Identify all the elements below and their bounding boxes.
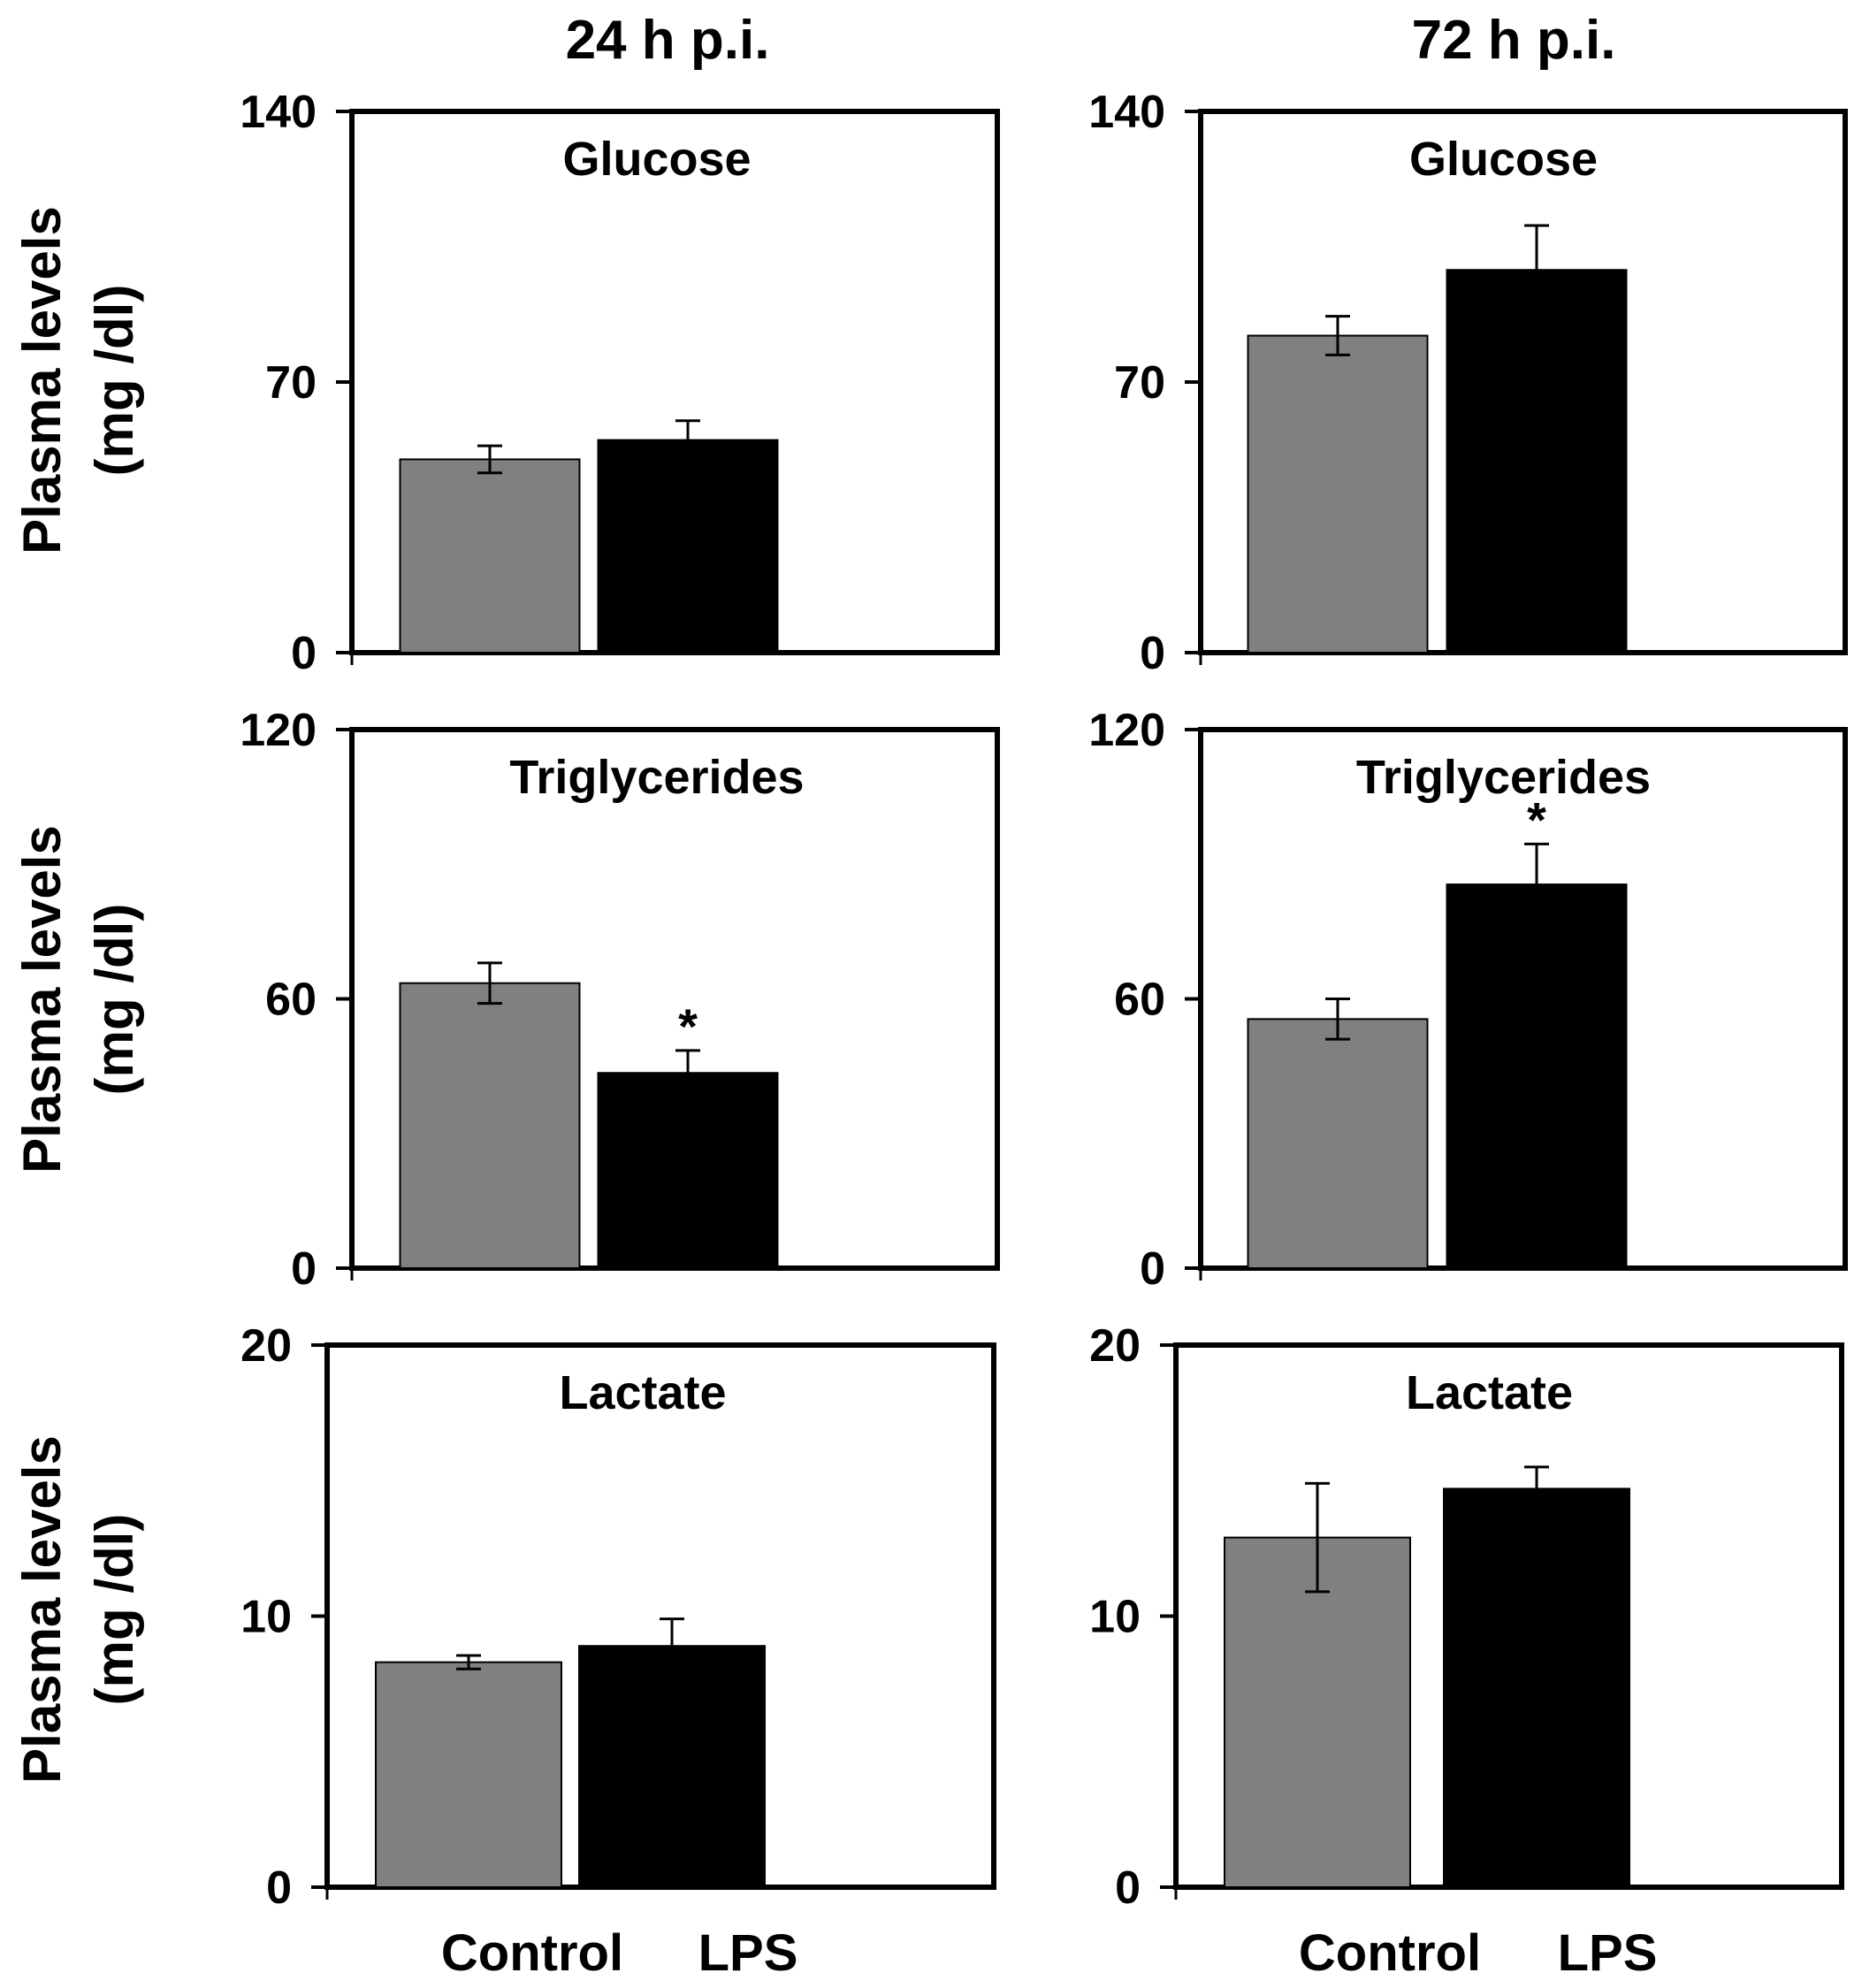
y-axis-title-line2: (mg /dl): [85, 904, 144, 1096]
chart-triglycerides-24h: 0 60 120 * Triglycerides: [240, 705, 1000, 1295]
y-axis-title-line2: (mg /dl): [85, 285, 144, 477]
chart-lactate-24h: 0 10 20 Lactate: [240, 1320, 996, 1914]
category-label-control-24h: Control: [441, 1924, 623, 1982]
bar-lps: [597, 1072, 779, 1270]
error-bar-lps: [675, 419, 700, 440]
y-tick-label: 140: [240, 87, 317, 138]
y-tick-label: 140: [1088, 87, 1165, 138]
y-tick-label: 0: [291, 1243, 317, 1295]
y-tick-label: 120: [1088, 705, 1165, 756]
panel-title: Lactate: [1406, 1366, 1573, 1419]
panel-title: Lactate: [559, 1366, 726, 1419]
y-axis-title-row-3: Plasma levels (mg /dl): [12, 1435, 144, 1784]
panel-title: Triglycerides: [1356, 751, 1651, 804]
error-bar-control: [1305, 1481, 1330, 1594]
error-bar-control: [1325, 998, 1350, 1041]
y-tick-label: 70: [1114, 357, 1165, 409]
significance-marker: *: [678, 998, 698, 1054]
chart-glucose-24h: 0 70 140 Glucose: [240, 87, 1000, 679]
panel-title: Glucose: [562, 133, 751, 186]
error-bar-lps: [1524, 1465, 1549, 1489]
column-title-72h: 72 h p.i.: [1412, 10, 1616, 71]
y-tick-label: 60: [1114, 975, 1165, 1026]
bar-control: [1247, 334, 1429, 654]
chart-glucose-72h: 0 70 140 Glucose: [1088, 87, 1848, 679]
y-tick-label: 10: [240, 1592, 292, 1643]
y-tick-label: 10: [1089, 1592, 1141, 1643]
y-axis-title-line1: Plasma levels: [12, 825, 72, 1174]
y-axis-title-row-2: Plasma levels (mg /dl): [12, 825, 144, 1174]
bar-control: [1224, 1536, 1411, 1888]
bar-lps: [578, 1645, 766, 1888]
y-tick-label: 0: [1140, 1243, 1165, 1295]
chart-lactate-72h: 0 10 20 Lactate: [1089, 1320, 1844, 1914]
y-axis-title-row-1: Plasma levels (mg /dl): [12, 206, 144, 554]
error-bar-lps: [1524, 224, 1549, 271]
y-tick-label: 0: [291, 628, 317, 679]
panel-title: Glucose: [1409, 133, 1598, 186]
bar-control: [399, 982, 581, 1270]
y-axis-title-line1: Plasma levels: [12, 206, 72, 554]
category-label-control-72h: Control: [1299, 1924, 1481, 1982]
bar-lps: [1446, 269, 1628, 654]
y-tick-label: 70: [265, 357, 317, 409]
bar-lps: [1446, 883, 1628, 1270]
y-tick-label: 0: [266, 1862, 292, 1914]
panel-title: Triglycerides: [509, 751, 804, 804]
bar-control: [399, 458, 581, 654]
y-tick-label: 20: [240, 1320, 292, 1372]
column-title-24h: 24 h p.i.: [566, 10, 770, 71]
bar-control: [1247, 1018, 1429, 1270]
y-tick-label: 0: [1115, 1862, 1141, 1914]
bar-lps: [1443, 1487, 1630, 1888]
error-bar-lps: [675, 1049, 700, 1074]
bar-lps: [597, 439, 779, 654]
category-label-lps-24h: LPS: [698, 1924, 798, 1982]
y-tick-label: 120: [240, 705, 317, 756]
y-tick-label: 20: [1089, 1320, 1141, 1372]
error-bar-control: [1325, 315, 1350, 356]
error-bar-lps: [660, 1617, 684, 1647]
chart-triglycerides-72h: 0 60 120 *Triglycerides: [1088, 705, 1848, 1295]
category-label-lps-72h: LPS: [1558, 1924, 1658, 1982]
error-bar-control: [456, 1654, 481, 1671]
error-bar-control: [477, 444, 502, 475]
y-axis-title-line1: Plasma levels: [12, 1435, 72, 1784]
significance-marker: *: [1527, 791, 1546, 847]
error-bar-control: [477, 961, 502, 1005]
y-axis-title-line2: (mg /dl): [85, 1514, 144, 1706]
error-bar-lps: [1524, 842, 1549, 885]
bar-control: [375, 1661, 562, 1888]
y-tick-label: 0: [1140, 628, 1165, 679]
y-tick-label: 60: [265, 975, 317, 1026]
